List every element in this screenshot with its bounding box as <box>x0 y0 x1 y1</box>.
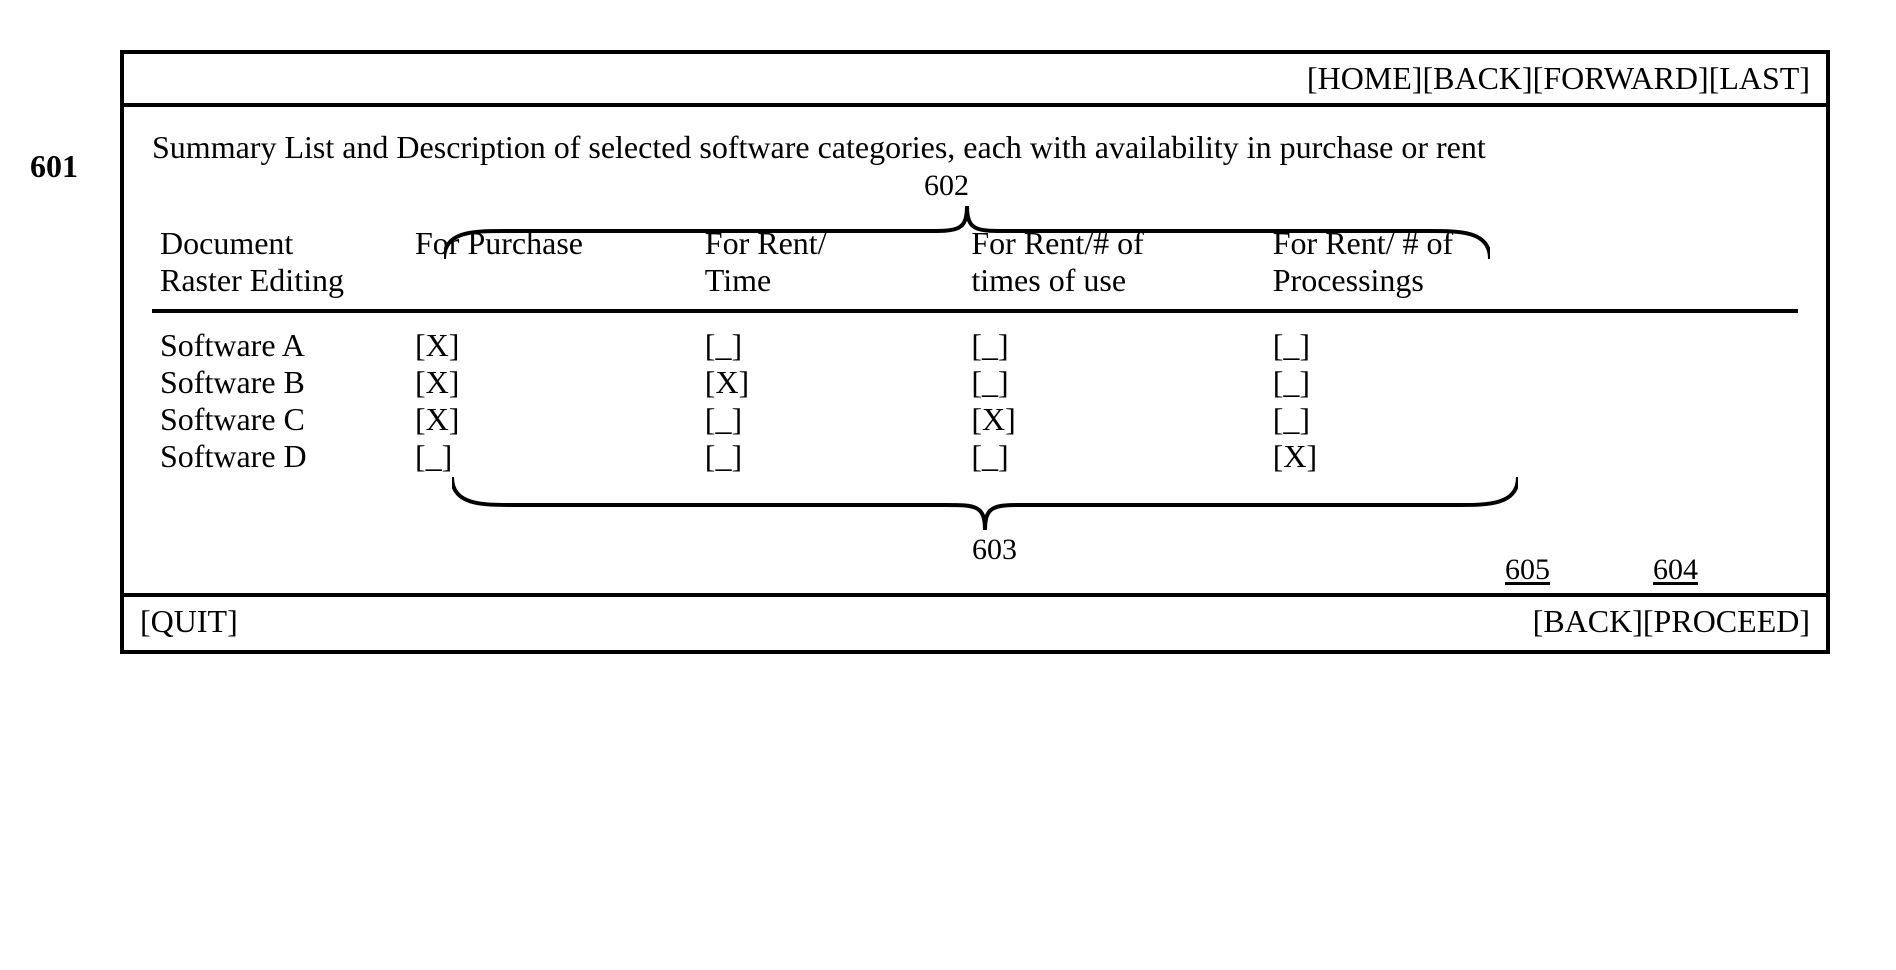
col-header-category-line1: Document <box>160 225 293 261</box>
col-header-rent-uses-line2: times of use <box>971 262 1126 298</box>
checkbox-rent-uses[interactable]: [X] <box>971 401 1015 438</box>
software-name: Software A <box>152 311 407 364</box>
ref-603: 603 <box>972 533 1017 567</box>
checkbox-rent-uses[interactable]: [_] <box>971 327 1011 364</box>
bottom-nav-left: [QUIT] <box>140 603 238 640</box>
checkbox-rent-time[interactable]: [_] <box>705 438 745 475</box>
top-nav-bar: [HOME][BACK][FORWARD][LAST] <box>124 54 1826 107</box>
summary-description: Summary List and Description of selected… <box>152 127 1798 167</box>
bottom-nav-bar: [QUIT] [BACK][PROCEED] <box>124 593 1826 650</box>
software-name: Software C <box>152 401 407 438</box>
proceed-button[interactable]: [PROCEED] <box>1643 603 1810 640</box>
ref-601: 601 <box>30 148 78 185</box>
col-header-category: Document Raster Editing <box>152 225 407 311</box>
brace-bottom-icon <box>452 475 1518 535</box>
checkbox-rent-proc[interactable]: [_] <box>1273 401 1313 438</box>
ref-605: 605 <box>1505 553 1550 587</box>
page-root: 601 [HOME][BACK][FORWARD][LAST] Summary … <box>0 0 1896 970</box>
table-body: Software A [X] [_] [_] [_] Software B [X… <box>152 311 1798 475</box>
checkbox-rent-proc[interactable]: [_] <box>1273 364 1313 401</box>
nav-back-button[interactable]: [BACK] <box>1422 60 1532 97</box>
table-row: Software B [X] [X] [_] [_] <box>152 364 1798 401</box>
checkbox-rent-time[interactable]: [X] <box>705 364 749 401</box>
checkbox-purchase[interactable]: [X] <box>415 364 459 401</box>
checkbox-rent-time[interactable]: [_] <box>705 401 745 438</box>
checkbox-rent-proc[interactable]: [_] <box>1273 327 1313 364</box>
nav-home-button[interactable]: [HOME] <box>1307 60 1423 97</box>
dialog-window: [HOME][BACK][FORWARD][LAST] Summary List… <box>120 50 1830 654</box>
brace-top-icon <box>444 201 1490 261</box>
checkbox-rent-uses[interactable]: [_] <box>971 438 1011 475</box>
nav-forward-button[interactable]: [FORWARD] <box>1533 60 1709 97</box>
availability-table: Document Raster Editing For Purchase For… <box>152 225 1798 475</box>
col-header-spacer <box>1566 225 1798 311</box>
ref-602: 602 <box>924 169 969 203</box>
table-row: Software C [X] [_] [X] [_] <box>152 401 1798 438</box>
checkbox-purchase[interactable]: [X] <box>415 327 459 364</box>
col-header-rent-time-line2: Time <box>705 262 771 298</box>
checkbox-rent-time[interactable]: [_] <box>705 327 745 364</box>
table-row: Software A [X] [_] [_] [_] <box>152 311 1798 364</box>
back-button[interactable]: [BACK] <box>1533 603 1643 640</box>
checkbox-purchase[interactable]: [X] <box>415 401 459 438</box>
nav-last-button[interactable]: [LAST] <box>1709 60 1810 97</box>
checkbox-rent-uses[interactable]: [_] <box>971 364 1011 401</box>
brace-bottom-wrap: 603 605 604 <box>152 475 1798 585</box>
col-header-category-line2: Raster Editing <box>160 262 344 298</box>
software-name: Software D <box>152 438 407 475</box>
quit-button[interactable]: [QUIT] <box>140 603 238 639</box>
table-row: Software D [_] [_] [_] [X] <box>152 438 1798 475</box>
bottom-nav-right: [BACK][PROCEED] <box>1533 603 1810 640</box>
ref-604: 604 <box>1653 553 1698 587</box>
dialog-body: Summary List and Description of selected… <box>124 107 1826 593</box>
software-name: Software B <box>152 364 407 401</box>
checkbox-purchase[interactable]: [_] <box>415 438 455 475</box>
checkbox-rent-proc[interactable]: [X] <box>1273 438 1317 475</box>
col-header-rent-proc-line2: Processings <box>1273 262 1424 298</box>
